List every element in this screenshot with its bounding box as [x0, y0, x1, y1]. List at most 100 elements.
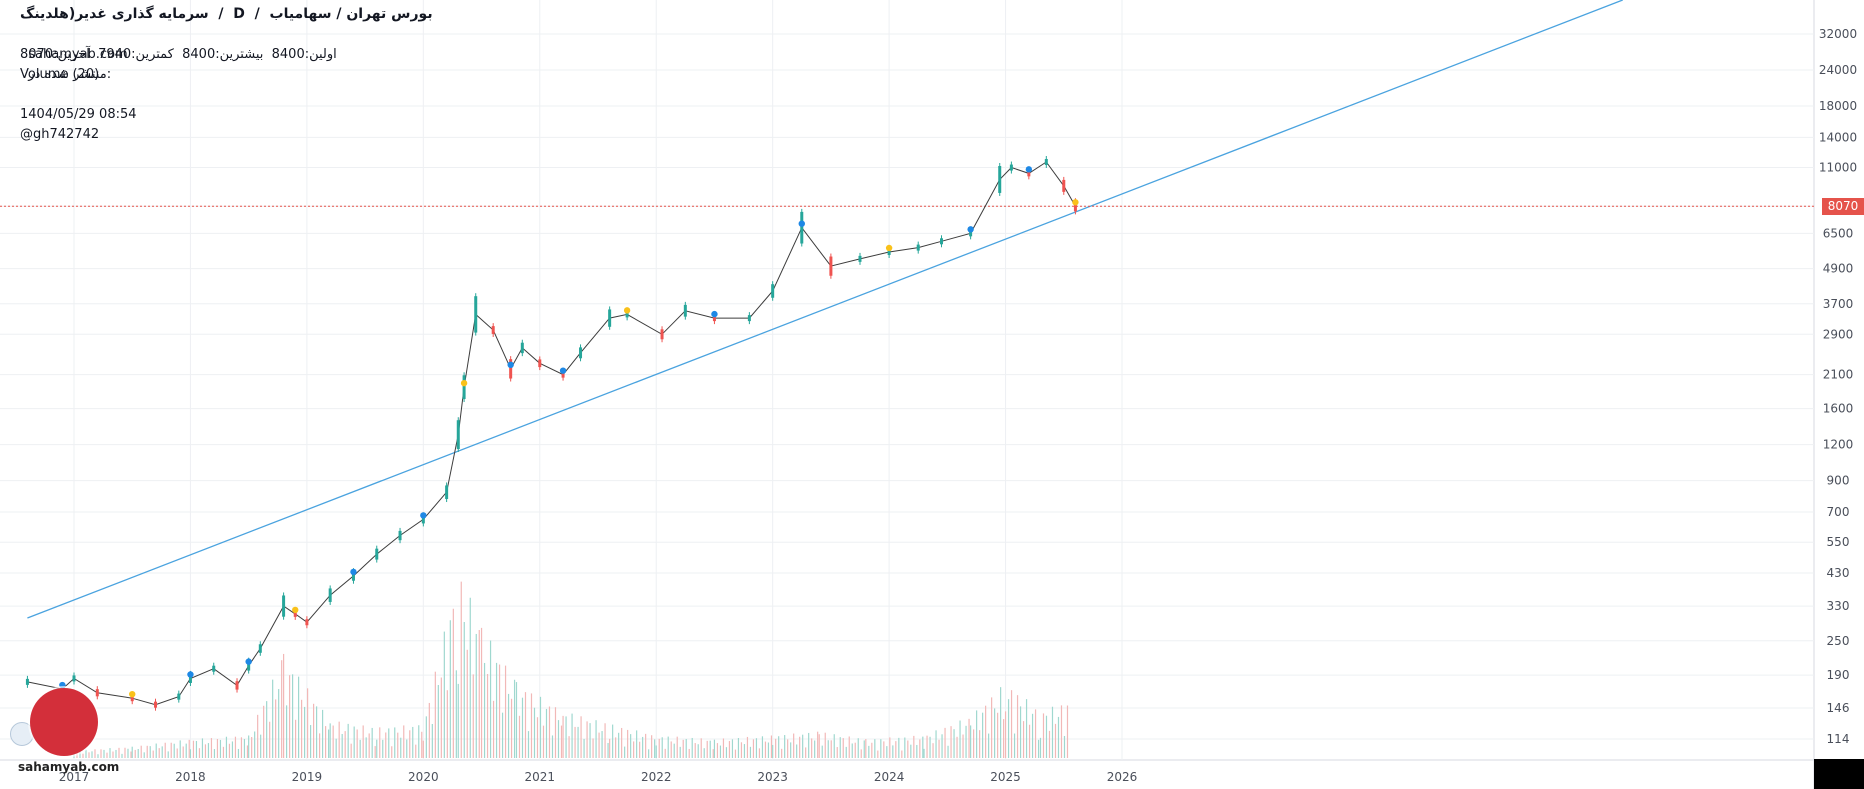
candle-body — [916, 244, 920, 251]
signal-marker — [59, 681, 66, 689]
y-tick-label: 900 — [1827, 474, 1850, 488]
candle-body — [509, 359, 513, 379]
candle-body — [247, 660, 251, 671]
y-tick-label: 4900 — [1823, 262, 1854, 276]
candle-body — [188, 673, 192, 683]
price-axis — [1814, 0, 1864, 789]
signal-marker — [1072, 199, 1079, 206]
y-tick-label: 3700 — [1823, 297, 1854, 311]
candle-body — [130, 695, 134, 702]
y-tick-label: 14000 — [1819, 130, 1857, 144]
candle-body — [520, 342, 524, 354]
last-price-badge: 8070 — [1822, 198, 1864, 215]
candle-body — [608, 309, 612, 327]
candle-body — [177, 693, 181, 700]
candle-body — [625, 311, 629, 318]
x-tick-label: 2025 — [990, 770, 1021, 784]
signal-marker — [129, 690, 136, 698]
candle-body — [829, 256, 833, 276]
candle-body — [712, 315, 716, 322]
signal-marker — [967, 226, 974, 233]
signal-marker — [460, 379, 468, 387]
candle-body — [858, 255, 862, 262]
candle-body — [771, 284, 775, 298]
y-tick-label: 2900 — [1823, 327, 1854, 341]
y-tick-label: 700 — [1827, 505, 1850, 519]
ohlc-line: اولین:8400 بیشترین:8400 کمترین:7940 آخری… — [20, 47, 337, 62]
x-tick-label: 2026 — [1107, 770, 1138, 784]
volume-indicator-label: Volume (20) — [20, 67, 100, 82]
signal-marker — [507, 361, 514, 369]
signal-marker — [798, 220, 805, 227]
signal-marker — [559, 367, 567, 374]
y-tick-label: 6500 — [1823, 226, 1854, 240]
candle-body — [328, 588, 332, 602]
candle-body — [800, 211, 804, 244]
author-handle[interactable]: @gh742742 — [20, 127, 100, 142]
candle-body — [258, 644, 262, 653]
y-tick-label: 11000 — [1819, 161, 1857, 175]
candle-body — [398, 530, 402, 541]
candle-body — [421, 515, 425, 524]
candle-body — [293, 610, 297, 617]
corner-block — [1814, 759, 1864, 789]
trendline — [27, 0, 1623, 619]
price-series-line — [27, 161, 1076, 706]
candle-body — [1062, 179, 1066, 192]
candle-body — [491, 326, 495, 334]
x-tick-label: 2021 — [525, 770, 556, 784]
candle-body — [351, 571, 355, 581]
signal-marker — [350, 568, 357, 576]
published-on-label: منتشر شده در: — [28, 67, 112, 82]
candle-body — [282, 595, 286, 617]
y-tick-label: 1600 — [1823, 402, 1854, 416]
candle-body — [305, 619, 309, 626]
y-tick-label: 550 — [1827, 535, 1850, 549]
y-tick-label: 18000 — [1819, 99, 1857, 113]
candle-body — [456, 420, 460, 450]
candle-body — [25, 678, 29, 685]
y-tick-label: 1200 — [1823, 438, 1854, 452]
y-tick-label: 146 — [1827, 701, 1850, 715]
site-link[interactable]: sahamyab.com — [28, 47, 128, 62]
candle-body — [683, 304, 687, 317]
x-tick-label: 2018 — [175, 770, 206, 784]
chart-title: سرمایه گذاری غدیر(هلدینگ / D / بورس تهرا… — [20, 6, 433, 22]
candle-body — [940, 238, 944, 245]
candle-body — [1044, 158, 1048, 165]
candle-body — [561, 371, 565, 378]
watermark: sahamyab.com — [18, 760, 120, 774]
candle-body — [887, 248, 891, 255]
candle-body — [154, 701, 158, 708]
signal-marker — [1025, 166, 1033, 173]
x-tick-label: 2022 — [641, 770, 672, 784]
candle-body — [235, 681, 239, 690]
candle-body — [747, 315, 751, 322]
candle-body — [998, 165, 1002, 193]
y-tick-label: 430 — [1827, 566, 1850, 580]
y-tick-label: 32000 — [1819, 27, 1857, 41]
signal-marker — [420, 512, 427, 519]
sahamyab-logo — [30, 688, 98, 756]
candle-body — [1073, 201, 1077, 212]
candle-body — [969, 230, 973, 237]
y-tick-label: 190 — [1827, 668, 1850, 682]
signal-marker — [245, 658, 252, 665]
y-tick-label: 114 — [1827, 732, 1850, 746]
publish-datetime: 1404/05/29 08:54 — [20, 107, 137, 122]
signal-marker — [623, 307, 631, 314]
plot-area — [0, 0, 1814, 760]
candle-body — [1009, 164, 1013, 171]
candle-body — [660, 329, 664, 340]
signal-marker — [292, 606, 299, 614]
x-tick-label: 2019 — [292, 770, 323, 784]
published-label: sahamyab.com منتشر شده در: — [20, 25, 128, 85]
x-tick-label: 2020 — [408, 770, 439, 784]
candle-body — [474, 296, 478, 333]
candle-body — [72, 675, 76, 682]
y-tick-label: 2100 — [1823, 368, 1854, 382]
y-tick-label: 330 — [1827, 599, 1850, 613]
candle-body — [1027, 170, 1031, 177]
candle-body — [375, 548, 379, 560]
